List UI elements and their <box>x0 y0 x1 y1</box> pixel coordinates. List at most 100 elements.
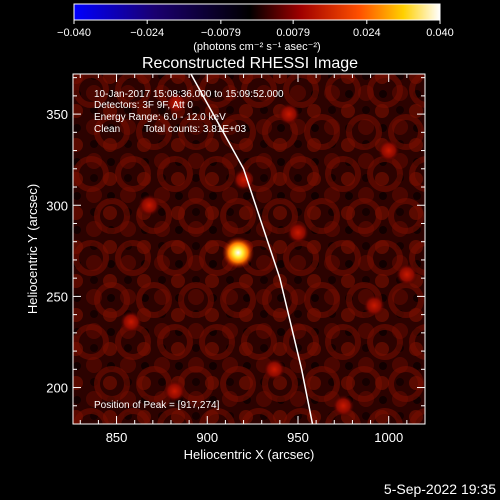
ring-artifact <box>409 324 425 360</box>
ring-artifact <box>433 369 463 399</box>
secondary-source <box>332 394 355 417</box>
ring-artifact <box>283 324 319 360</box>
ring-artifact <box>115 240 151 276</box>
colorbar: −0.040 −0.024 −0.0079 0.0079 0.024 0.040 (pho… <box>57 3 454 53</box>
y-axis-label: Heliocentric Y (arcsec) <box>25 184 40 314</box>
ring-artifact <box>157 324 193 360</box>
colorbar-tick-label: −0.024 <box>130 27 164 39</box>
y-tick-label: 200 <box>46 381 68 396</box>
ring-artifact <box>367 324 403 360</box>
plot-frame <box>72 73 426 425</box>
ring-artifact <box>94 366 130 402</box>
ring-artifact <box>283 74 319 108</box>
ring-artifact <box>73 74 109 108</box>
ring-artifact <box>262 198 298 234</box>
secondary-source <box>286 221 309 244</box>
ring-artifact <box>136 114 172 150</box>
ring-artifact <box>199 324 235 360</box>
secondary-source <box>263 358 286 381</box>
ring-artifact <box>73 240 109 276</box>
y-tick-label: 300 <box>46 198 68 213</box>
ring-artifact <box>325 324 361 360</box>
annotation-detectors: Detectors: 3F 9F, Att 0 <box>94 100 193 111</box>
ring-artifact <box>325 156 361 192</box>
ring-artifact <box>283 156 319 192</box>
x-tick-label: 1000 <box>374 430 403 445</box>
ring-artifact <box>367 240 403 276</box>
ring-artifact <box>346 366 382 402</box>
ring-artifact <box>304 366 340 402</box>
colorbar-tick-label: 0.0079 <box>276 27 310 39</box>
secondary-source <box>232 168 255 191</box>
y-tick-label: 350 <box>46 107 68 122</box>
annotation-block: 10-Jan-2017 15:08:36.000 to 15:09:52.000… <box>94 89 284 411</box>
ring-artifact <box>409 240 425 276</box>
ring-artifact <box>220 198 256 234</box>
ring-artifact <box>73 324 109 360</box>
ring-artifact <box>157 156 193 192</box>
colorbar-tick-label: −0.040 <box>57 27 91 39</box>
peak-source <box>222 236 255 269</box>
ring-artifact <box>199 74 235 108</box>
ring-artifact <box>367 408 403 424</box>
ring-artifact <box>178 198 214 234</box>
ring-artifact <box>388 198 424 234</box>
secondary-source <box>138 194 161 217</box>
ring-artifact <box>346 198 382 234</box>
chart-title: Reconstructed RHESSI Image <box>142 55 358 72</box>
ring-artifact <box>157 408 193 424</box>
ring-artifact <box>304 114 340 150</box>
ring-artifact <box>94 282 130 318</box>
ring-artifact <box>367 74 403 108</box>
ring-artifact <box>220 282 256 318</box>
ring-artifact <box>304 198 340 234</box>
ring-artifact <box>433 201 463 231</box>
ring-artifact <box>157 240 193 276</box>
ring-artifact <box>136 282 172 318</box>
ring-artifact <box>220 366 256 402</box>
ring-artifact <box>199 156 235 192</box>
ring-artifact <box>241 408 277 424</box>
ring-artifact <box>325 240 361 276</box>
secondary-source <box>363 294 386 317</box>
plot-area <box>73 74 463 424</box>
ring-artifact <box>433 285 463 315</box>
footer-timestamp: 5-Sep-2022 19:35 <box>384 481 496 497</box>
ring-artifact <box>409 74 425 108</box>
ring-artifact <box>115 156 151 192</box>
colorbar-tick-label: 0.040 <box>426 27 454 39</box>
colorbar-ticks: −0.040 −0.024 −0.0079 0.0079 0.024 0.040 <box>57 20 454 39</box>
colorbar-tick-label: −0.0079 <box>201 27 241 39</box>
annotation-peak-position: Position of Peak = [917,274] <box>94 400 220 411</box>
colorbar-tick-label: 0.024 <box>353 27 381 39</box>
ring-artifact <box>241 324 277 360</box>
annotation-energy: Energy Range: 6.0 - 12.0 keV <box>94 112 226 123</box>
ring-artifact <box>241 74 277 108</box>
secondary-source <box>377 139 400 162</box>
ring-artifact <box>199 408 235 424</box>
ring-artifact <box>73 408 109 424</box>
colorbar-gradient <box>73 3 441 21</box>
ring-artifacts <box>73 74 463 424</box>
secondary-source <box>163 380 186 403</box>
solar-limb-curve <box>190 74 314 424</box>
ring-artifact <box>115 408 151 424</box>
ring-artifact <box>409 408 425 424</box>
ring-artifact <box>325 74 361 108</box>
x-axis: 850 900 950 1000 <box>79 74 426 445</box>
secondary-source <box>120 310 143 333</box>
ring-artifact <box>304 282 340 318</box>
ring-artifact <box>73 156 109 192</box>
ring-artifact <box>178 282 214 318</box>
ring-artifact <box>262 282 298 318</box>
annotation-counts: Total counts: 3.81E+03 <box>144 124 246 135</box>
colorbar-units-label: (photons cm⁻² s⁻¹ asec⁻²) <box>193 41 320 53</box>
y-tick-label: 250 <box>46 289 68 304</box>
x-axis-label: Heliocentric X (arcsec) <box>184 447 315 462</box>
ring-artifact <box>409 156 425 192</box>
annotation-time: 10-Jan-2017 15:08:36.000 to 15:09:52.000 <box>94 89 284 100</box>
ring-artifact <box>94 198 130 234</box>
ring-artifact <box>178 114 214 150</box>
x-tick-label: 850 <box>106 430 128 445</box>
